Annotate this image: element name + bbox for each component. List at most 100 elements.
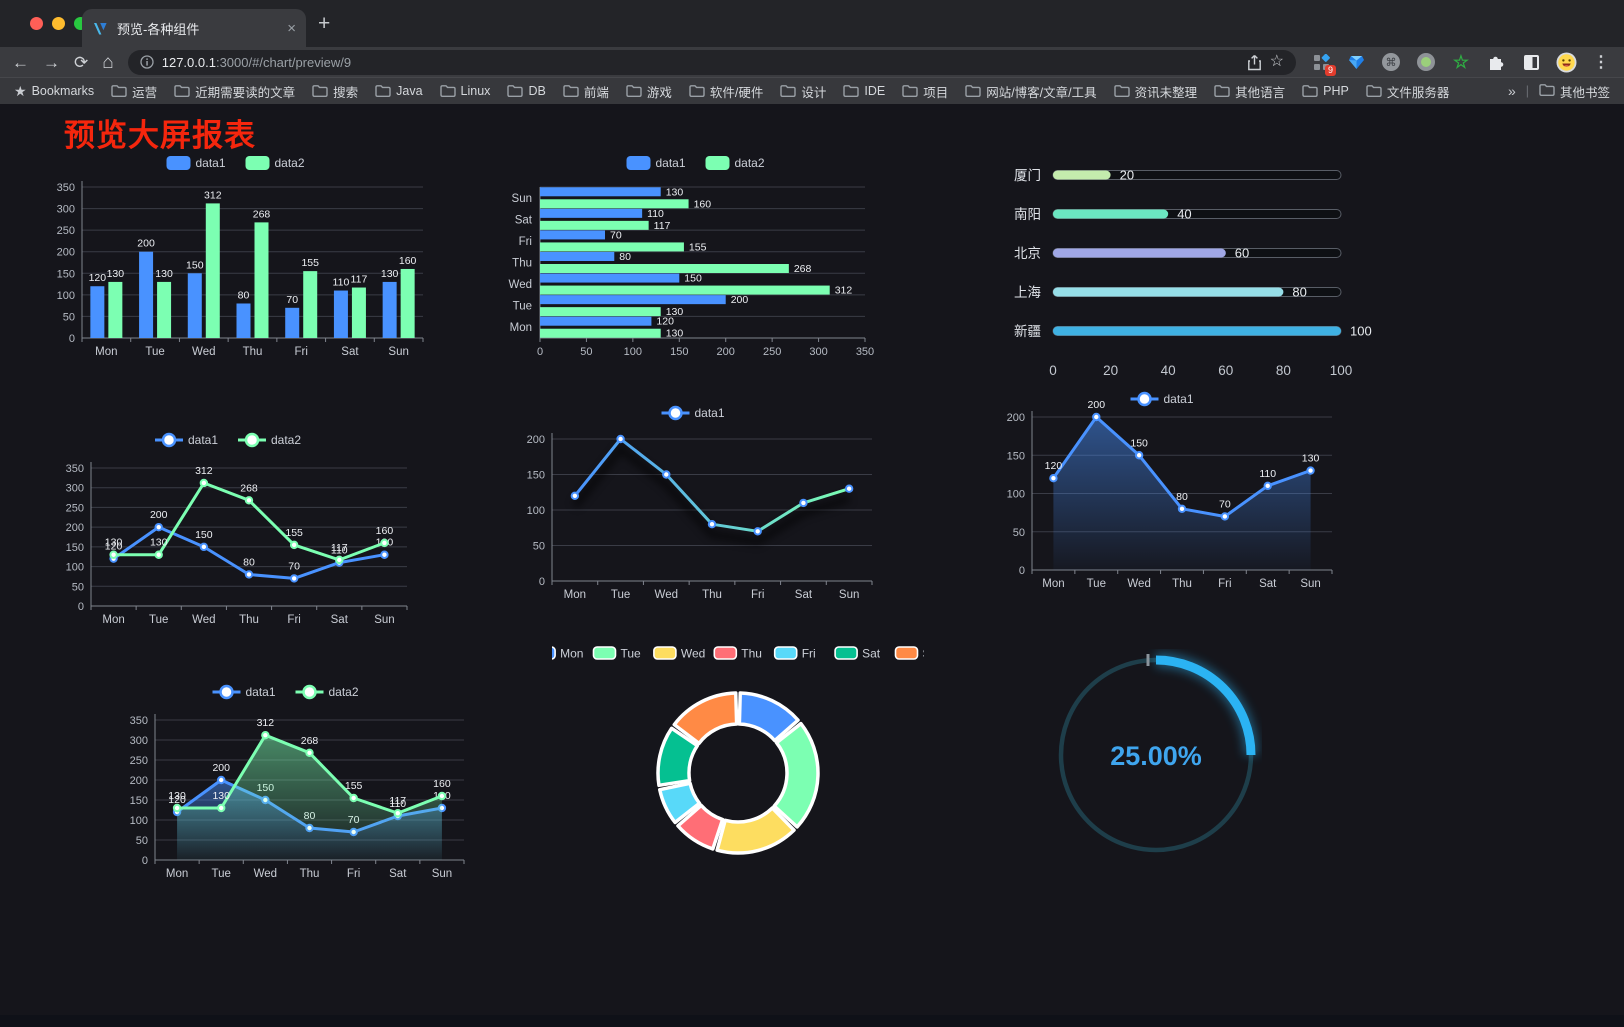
bookmark-folder-label: 其他语言 <box>1235 85 1286 100</box>
svg-text:120: 120 <box>168 794 186 806</box>
bookmark-folder-label: 网站/博客/文章/工具 <box>986 85 1097 100</box>
svg-text:120: 120 <box>89 272 107 284</box>
share-icon[interactable] <box>1247 54 1262 71</box>
reload-button[interactable]: ⟳ <box>74 52 89 72</box>
svg-text:150: 150 <box>1007 450 1025 462</box>
bookmark-folder[interactable]: 软件/硬件 <box>689 82 763 101</box>
url-path: :3000/#/chart/preview/9 <box>215 54 352 70</box>
svg-text:200: 200 <box>717 346 735 358</box>
multi-line-chart[interactable]: 0 50 100 150 200 250 300 350 Mon Tue Wed Thu Fri Sat S… <box>45 426 415 636</box>
city-progress-bar-chart[interactable]: 厦门 20 南阳 40 北京 60 上海 80 新疆 100 0 20 40 60 80 100 <box>995 153 1375 385</box>
extension-record-icon[interactable] <box>1415 51 1437 73</box>
svg-text:Sat: Sat <box>1259 578 1277 590</box>
svg-text:Fri: Fri <box>295 346 308 358</box>
grouped-bar-chart[interactable]: 0 50 100 150 200 250 300 350 Mon Tue Wed Thu Fri Sat S… <box>40 151 435 366</box>
svg-text:⌘: ⌘ <box>1386 57 1397 69</box>
svg-text:312: 312 <box>195 465 213 477</box>
bookmark-folder[interactable]: 搜索 <box>312 82 358 101</box>
tab-close-icon[interactable]: × <box>287 19 296 37</box>
svg-text:50: 50 <box>136 835 148 847</box>
svg-text:350: 350 <box>66 463 84 475</box>
svg-text:Fri: Fri <box>287 614 300 626</box>
browser-tab[interactable]: 预览-各种组件 × <box>82 9 306 47</box>
extensions-puzzle-icon[interactable] <box>1485 51 1507 73</box>
svg-text:Fri: Fri <box>519 236 532 248</box>
svg-text:Sun: Sun <box>923 647 925 661</box>
svg-text:200: 200 <box>1088 399 1106 411</box>
gauge-progress-chart[interactable]: 25.00% <box>1050 649 1262 861</box>
bookmark-folder[interactable]: IDE <box>843 84 885 98</box>
bookmark-star-icon[interactable]: ☆ <box>1269 53 1284 70</box>
svg-text:250: 250 <box>57 225 75 237</box>
bookmark-folder[interactable]: 设计 <box>780 82 826 101</box>
svg-text:Tue: Tue <box>513 301 532 313</box>
browser-toolbar: ← → ⟳ ⌂ 127.0.0.1:3000/#/chart/preview/9… <box>0 47 1624 77</box>
bookmark-folder[interactable]: PHP <box>1302 84 1349 98</box>
svg-text:Sun: Sun <box>374 614 394 626</box>
horizontal-bar-chart[interactable]: 0 50 100 150 200 250 300 350 Sun Sat Fri Thu Wed Tue M… <box>500 151 895 366</box>
bookmark-folder[interactable]: Java <box>375 84 423 98</box>
bookmarks-right-group: » | 其他书签 <box>1508 82 1610 101</box>
page-content: 预览大屏报表 0 50 100 150 200 250 300 350 Mon Tue Wed Thu… <box>0 104 1624 1027</box>
window-close-button[interactable] <box>30 17 43 30</box>
svg-text:350: 350 <box>856 346 874 358</box>
bookmark-folder[interactable]: 资讯未整理 <box>1113 82 1197 101</box>
svg-text:117: 117 <box>331 542 348 554</box>
bookmark-folder-label: PHP <box>1323 84 1349 98</box>
svg-text:Sun: Sun <box>1300 578 1320 590</box>
bookmarks-divider: | <box>1525 84 1529 98</box>
home-button[interactable]: ⌂ <box>102 51 114 73</box>
bookmarks-manager[interactable]: ★ Bookmarks <box>14 83 94 100</box>
bookmarks-overflow-chevron[interactable]: » <box>1507 83 1516 99</box>
bookmark-folder-label: Linux <box>460 84 491 98</box>
bookmark-folder[interactable]: DB <box>507 84 546 98</box>
bookmark-folder[interactable]: 网站/博客/文章/工具 <box>965 82 1097 101</box>
bookmarks-label: Bookmarks <box>31 84 95 98</box>
extension-gem-icon[interactable] <box>1345 51 1367 73</box>
new-tab-button[interactable]: + <box>318 12 331 35</box>
extension-grid-icon[interactable]: 9 <box>1310 51 1336 76</box>
extension-command-icon[interactable]: ⌘ <box>1380 51 1402 73</box>
bookmark-folder[interactable]: 近期需要读的文章 <box>174 82 295 101</box>
bookmark-folder[interactable]: 前端 <box>563 82 609 101</box>
bookmark-folder[interactable]: 运营 <box>111 82 157 101</box>
bookmark-folder[interactable]: Linux <box>439 84 491 98</box>
svg-text:70: 70 <box>1219 498 1231 510</box>
bookmark-folder[interactable]: 其他语言 <box>1214 82 1285 101</box>
svg-text:150: 150 <box>527 470 545 482</box>
bookmark-folder[interactable]: 项目 <box>902 82 948 101</box>
svg-text:Tue: Tue <box>212 868 231 880</box>
svg-text:100: 100 <box>624 346 642 358</box>
bookmark-folder[interactable]: 游戏 <box>626 82 672 101</box>
svg-text:160: 160 <box>399 255 417 267</box>
bookmark-folder[interactable]: 文件服务器 <box>1366 82 1449 101</box>
donut-pie-chart[interactable]: Mon Tue Wed Thu Fri Sat Sun <box>532 637 944 887</box>
svg-text:200: 200 <box>150 509 168 521</box>
svg-text:130: 130 <box>666 328 684 340</box>
forward-button[interactable]: → <box>43 52 60 72</box>
dual-area-line-chart[interactable]: 0 50 100 150 200 250 300 350 Mon Tue Wed Thu Fri Sat S… <box>105 678 470 888</box>
browser-menu-icon[interactable]: ⋮ <box>1593 54 1609 71</box>
svg-text:Tue: Tue <box>621 647 642 661</box>
profile-avatar[interactable] <box>1555 51 1577 73</box>
site-info-icon[interactable] <box>140 55 154 69</box>
svg-text:350: 350 <box>130 715 148 727</box>
svg-text:80: 80 <box>1292 285 1306 300</box>
other-bookmarks-folder[interactable]: 其他书签 <box>1539 82 1610 101</box>
area-line-chart[interactable]: 0 50 100 150 200 Mon Tue Wed Thu Fri Sat Sun 120 200 1… <box>988 389 1340 594</box>
svg-text:50: 50 <box>72 581 84 593</box>
svg-text:150: 150 <box>186 259 204 271</box>
url-bar[interactable]: 127.0.0.1:3000/#/chart/preview/9 ☆ <box>127 49 1296 75</box>
svg-text:20: 20 <box>1103 363 1118 378</box>
sidebar-toggle-icon[interactable] <box>1520 51 1542 73</box>
gradient-line-chart[interactable]: 0 50 100 150 200 Mon Tue Wed Thu Fri Sat Sun data1 <box>500 401 890 609</box>
svg-text:Sun: Sun <box>839 589 859 601</box>
svg-text:120: 120 <box>105 541 123 553</box>
window-minimize-button[interactable] <box>52 17 65 30</box>
svg-text:200: 200 <box>527 434 545 446</box>
svg-text:Thu: Thu <box>741 647 762 661</box>
back-button[interactable]: ← <box>12 52 29 72</box>
page-bottom-strip <box>0 1015 1624 1027</box>
extension-green-star-icon[interactable]: ☆ <box>1452 52 1470 72</box>
extension-badge: 9 <box>1324 65 1336 76</box>
